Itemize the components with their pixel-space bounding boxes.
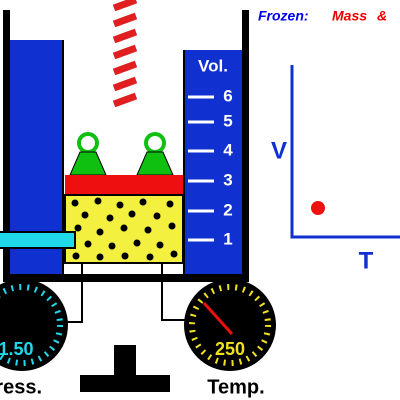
molecule — [96, 253, 104, 261]
graph-x-label: T — [359, 247, 374, 274]
molecule — [81, 211, 89, 219]
scale-column — [184, 50, 242, 274]
molecule — [108, 242, 116, 250]
wire — [161, 263, 190, 321]
molecule — [120, 224, 128, 232]
scale-label: 4 — [223, 140, 233, 159]
temperature-label: Temp. — [207, 376, 264, 398]
pressure-label: Press. — [0, 376, 42, 398]
gas-molecules — [71, 197, 178, 261]
mass-label: Mass — [332, 8, 367, 24]
molecule — [94, 197, 102, 205]
piston — [65, 175, 183, 195]
molecule — [106, 214, 114, 222]
state-point — [311, 201, 325, 215]
molecule — [74, 224, 82, 232]
molecule — [84, 240, 92, 248]
weights — [69, 132, 174, 176]
molecule — [144, 226, 152, 234]
temperature-gauge — [184, 279, 276, 371]
scale-label: 2 — [223, 200, 232, 219]
tube — [0, 231, 76, 249]
rod-stripes — [112, 0, 138, 108]
molecule — [139, 198, 147, 206]
scale: 6 5 4 3 2 1 — [188, 86, 233, 248]
and-label: & — [377, 8, 387, 24]
stand — [114, 345, 136, 377]
molecule — [156, 241, 164, 249]
molecule — [168, 222, 176, 230]
scale-label: 6 — [223, 86, 232, 105]
molecule — [146, 253, 154, 261]
gauge-needle — [202, 301, 234, 336]
molecule — [170, 250, 178, 258]
molecule — [96, 228, 104, 236]
graph-y-label: V — [271, 137, 287, 164]
molecule — [71, 199, 79, 207]
stand-base — [80, 375, 170, 392]
graph-axes — [290, 65, 400, 239]
scale-label: 5 — [223, 111, 232, 130]
molecule — [116, 201, 124, 209]
scale-title: Vol. — [198, 56, 228, 75]
wire — [65, 263, 83, 323]
frozen-label: Frozen: — [258, 8, 309, 24]
molecule — [72, 252, 80, 260]
pressure-reading: 1.50 — [0, 339, 34, 359]
molecule — [133, 239, 141, 247]
scale-label: 1 — [223, 229, 232, 248]
gauge-ticks — [0, 284, 63, 366]
molecule — [121, 252, 129, 260]
temperature-reading: 250 — [215, 339, 245, 359]
scale-label: 3 — [223, 170, 232, 189]
molecule — [166, 200, 174, 208]
gauge-ticks — [189, 284, 271, 366]
molecule — [153, 212, 161, 220]
molecule — [128, 210, 136, 218]
